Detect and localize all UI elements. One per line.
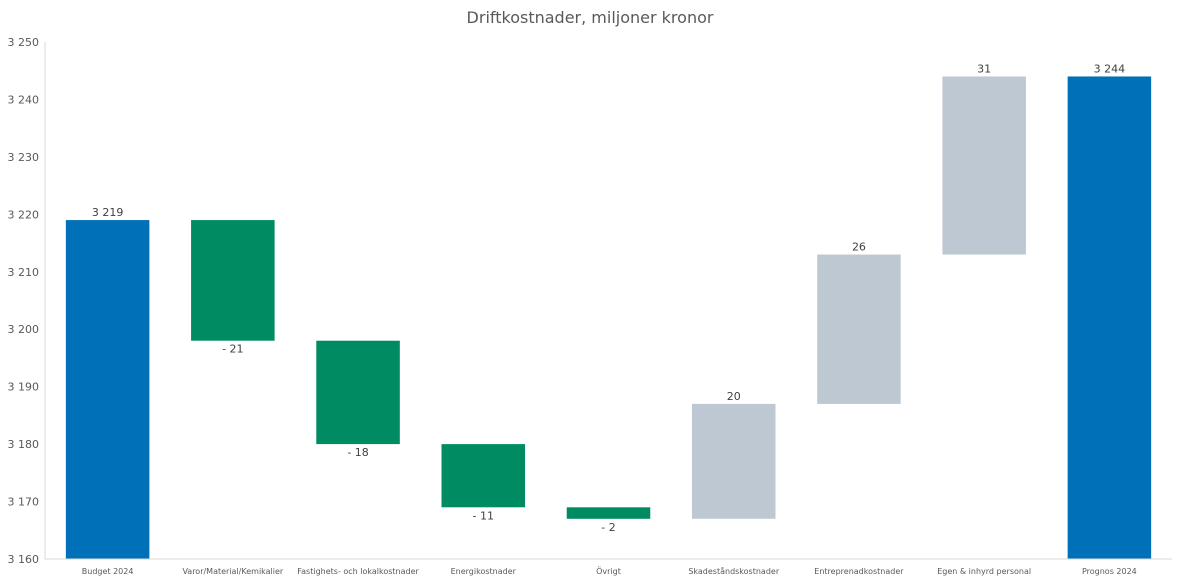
x-tick-label: Varor/Material/Kemikalier — [182, 567, 283, 576]
chart-title: Driftkostnader, miljoner kronor — [466, 8, 714, 27]
bar-decrease — [191, 220, 275, 341]
data-label: - 2 — [601, 521, 615, 534]
data-label: 31 — [977, 62, 991, 75]
bar-total — [65, 220, 150, 560]
bar-increase — [817, 254, 901, 404]
x-tick-label: Skadeståndskostnader — [688, 566, 780, 576]
data-label: 20 — [727, 390, 741, 403]
y-tick-label: 3 180 — [8, 438, 40, 451]
data-label: 26 — [852, 241, 866, 254]
bar-decrease — [316, 340, 400, 445]
y-tick-label: 3 190 — [8, 381, 40, 394]
bar-decrease — [441, 444, 526, 508]
data-label: 3 219 — [92, 206, 124, 219]
y-tick-label: 3 250 — [8, 36, 40, 49]
y-tick-label: 3 240 — [8, 93, 40, 106]
data-label: - 18 — [347, 446, 368, 459]
x-tick-label: Prognos 2024 — [1082, 567, 1137, 576]
y-tick-label: 3 220 — [8, 208, 40, 221]
x-tick-label: Fastighets- och lokalkostnader — [297, 567, 419, 576]
data-label: - 21 — [222, 343, 243, 356]
bar-increase — [942, 76, 1026, 255]
y-tick-label: 3 160 — [8, 553, 40, 566]
x-tick-label: Övrigt — [596, 566, 621, 576]
bar-total — [1067, 76, 1152, 559]
x-tick-label: Entreprenadkostnader — [814, 567, 904, 576]
x-tick-label: Energikostnader — [451, 567, 517, 576]
x-tick-label: Budget 2024 — [82, 567, 134, 576]
y-tick-label: 3 200 — [8, 323, 40, 336]
data-label: 3 244 — [1094, 62, 1126, 75]
y-tick-label: 3 210 — [8, 266, 40, 279]
x-tick-label: Egen & inhyrd personal — [937, 567, 1031, 576]
bar-increase — [691, 403, 776, 519]
bar-decrease — [566, 507, 651, 519]
data-label: - 11 — [473, 509, 494, 522]
y-tick-label: 3 230 — [8, 151, 40, 164]
y-tick-label: 3 170 — [8, 496, 40, 509]
